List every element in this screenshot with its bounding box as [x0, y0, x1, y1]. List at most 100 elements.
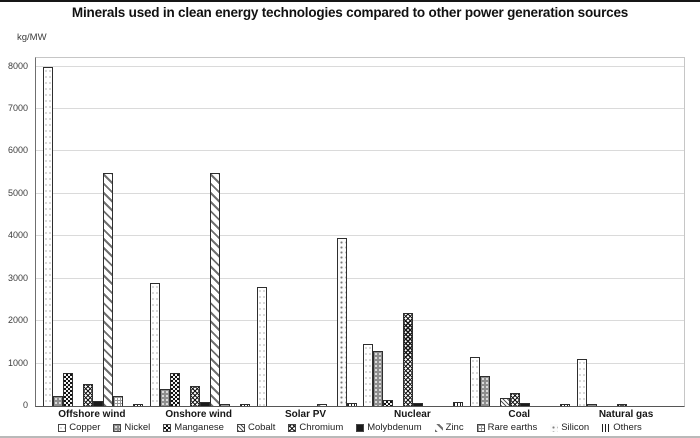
bar-group-offshore-wind: [42, 58, 143, 406]
chromium-swatch-icon: [288, 423, 297, 432]
x-label-onshore-wind: Onshore wind: [165, 409, 233, 420]
y-tick-1000: 1000: [7, 357, 28, 368]
bar-manganese-onshore-wind: [169, 372, 180, 406]
bar-molybdenum-onshore-wind: [199, 401, 210, 406]
bar-rare-earths-onshore-wind: [219, 404, 230, 406]
bar-others-coal: [560, 404, 571, 406]
molybdenum-swatch-icon: [356, 423, 365, 432]
legend-item-cobalt: Cobalt: [236, 422, 276, 433]
gridline-1000: [36, 362, 684, 364]
bar-nickel-nuclear: [373, 350, 384, 406]
bar-cobalt-coal: [500, 397, 511, 406]
bar-manganese-nuclear: [383, 399, 394, 406]
others-swatch-icon: [602, 423, 611, 432]
bar-copper-nuclear: [363, 343, 374, 406]
x-label-nuclear: Nuclear: [394, 409, 431, 420]
y-tick-8000: 8000: [7, 60, 28, 71]
gridline-6000: [36, 150, 684, 152]
legend-item-molybdenum: Molybdenum: [356, 422, 422, 433]
y-tick-2000: 2000: [7, 315, 28, 326]
bar-molybdenum-coal: [520, 403, 531, 406]
y-tick-3000: 3000: [7, 272, 28, 283]
bar-others-nuclear: [453, 401, 464, 406]
gridline-7000: [36, 108, 684, 110]
manganese-swatch-icon: [163, 423, 172, 432]
bar-chromium-onshore-wind: [189, 386, 200, 406]
bar-nickel-natural-gas: [587, 404, 598, 406]
bar-chromium-offshore-wind: [82, 383, 93, 406]
gridline-8000: [36, 65, 684, 67]
legend: Copper Nickel Manganese Cobalt Chromium Molyb…: [0, 422, 700, 433]
bar-silicon-solar-pv: [336, 238, 347, 406]
legend-label-others: Others: [613, 422, 642, 433]
bar-zinc-onshore-wind: [209, 172, 220, 406]
y-tick-6000: 6000: [7, 145, 28, 156]
y-tick-7000: 7000: [7, 103, 28, 114]
bar-group-onshore-wind: [149, 58, 250, 406]
gridline-2000: [36, 320, 684, 322]
gridline-5000: [36, 192, 684, 194]
bar-others-offshore-wind: [132, 404, 143, 406]
bar-chromium-nuclear: [403, 313, 414, 406]
bar-group-natural-gas: [577, 58, 677, 406]
y-tick-4000: 4000: [7, 230, 28, 241]
bar-copper-onshore-wind: [149, 283, 160, 406]
bar-group-coal: [470, 58, 571, 406]
bar-copper-solar-pv: [256, 287, 267, 406]
bar-rare-earths-offshore-wind: [112, 395, 123, 406]
bar-nickel-offshore-wind: [52, 395, 63, 406]
bar-chromium-natural-gas: [617, 404, 628, 406]
legend-item-silicon: Silicon: [550, 422, 589, 433]
zinc-swatch-icon: [434, 423, 443, 432]
y-axis-unit-label: kg/MW: [17, 32, 47, 43]
legend-item-rare-earths: Rare earths: [476, 422, 538, 433]
copper-swatch-icon: [58, 423, 67, 432]
legend-label-manganese: Manganese: [174, 422, 224, 433]
gridline-3000: [36, 277, 684, 279]
legend-label-rare-earths: Rare earths: [487, 422, 538, 433]
nickel-swatch-icon: [113, 423, 122, 432]
gridline-4000: [36, 235, 684, 237]
plot-area: [35, 57, 685, 407]
legend-label-molybdenum: Molybdenum: [367, 422, 422, 433]
rare-earths-swatch-icon: [476, 423, 485, 432]
bar-zinc-solar-pv: [316, 404, 327, 406]
bar-chromium-coal: [510, 392, 521, 406]
bar-copper-offshore-wind: [42, 66, 53, 406]
y-tick-5000: 5000: [7, 187, 28, 198]
x-label-natural-gas: Natural gas: [598, 409, 654, 420]
silicon-swatch-icon: [550, 423, 559, 432]
bar-manganese-offshore-wind: [62, 372, 73, 406]
legend-item-chromium: Chromium: [288, 422, 343, 433]
legend-item-copper: Copper: [58, 422, 100, 433]
x-label-coal: Coal: [508, 409, 531, 420]
bar-zinc-offshore-wind: [102, 172, 113, 406]
legend-item-manganese: Manganese: [163, 422, 224, 433]
bar-nickel-onshore-wind: [159, 389, 170, 406]
legend-item-zinc: Zinc: [434, 422, 464, 433]
bar-copper-coal: [470, 357, 481, 406]
legend-label-silicon: Silicon: [561, 422, 590, 433]
legend-label-cobalt: Cobalt: [247, 422, 276, 433]
legend-label-copper: Copper: [69, 422, 101, 433]
bars-container: [36, 58, 684, 406]
legend-label-zinc: Zinc: [445, 422, 464, 433]
bar-nickel-coal: [480, 375, 491, 406]
bar-copper-natural-gas: [577, 359, 588, 406]
x-label-solar-pv: Solar PV: [284, 409, 327, 420]
bar-others-solar-pv: [346, 402, 357, 406]
bar-group-solar-pv: [256, 58, 357, 406]
legend-item-nickel: Nickel: [113, 422, 150, 433]
x-label-offshore-wind: Offshore wind: [58, 409, 126, 420]
legend-item-others: Others: [602, 422, 642, 433]
chart-title: Minerals used in clean energy technologi…: [71, 5, 629, 20]
legend-label-nickel: Nickel: [124, 422, 151, 433]
y-axis: 0 1000 2000 3000 4000 5000 6000 7000 8000: [0, 57, 30, 410]
y-tick-0: 0: [22, 400, 28, 410]
x-axis: Offshore wind Onshore wind Solar PV Nuclear…: [35, 409, 683, 420]
bar-group-nuclear: [363, 58, 464, 406]
bar-molybdenum-offshore-wind: [92, 401, 103, 406]
legend-label-chromium: Chromium: [299, 422, 344, 433]
bar-molybdenum-nuclear: [413, 403, 424, 406]
